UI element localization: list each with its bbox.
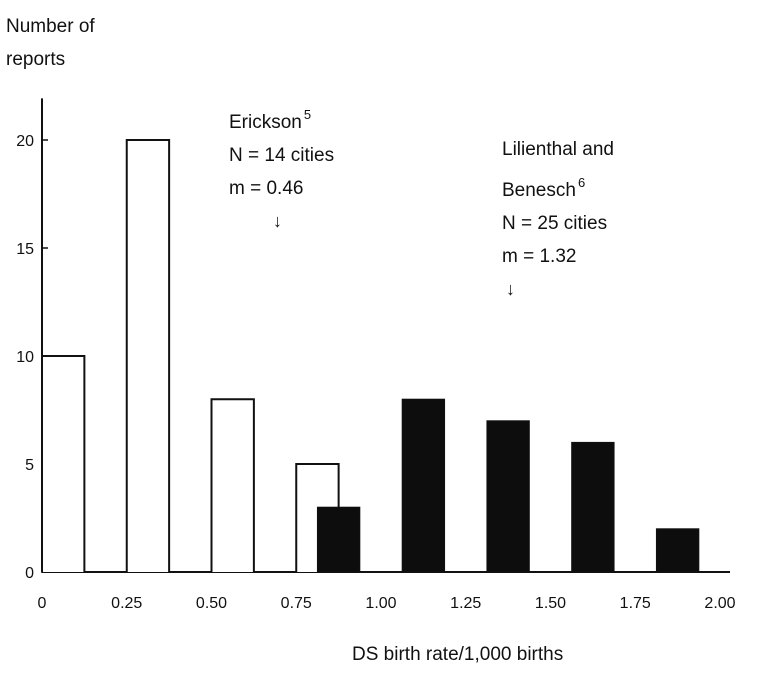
y-tick-label-2: 10 [16, 349, 34, 366]
lilienthal-and-benesch-bar-4 [655, 528, 700, 573]
erickson-bar-0 [41, 355, 86, 572]
lilienthal-and-benesch-bar-1 [401, 398, 446, 573]
x-tick-label-1: 0.25 [111, 595, 142, 612]
lilienthal-n: N = 25 cities [502, 213, 608, 234]
lilienthal-m: m = 1.32 [502, 246, 577, 267]
x-tick-label-3: 0.75 [281, 595, 312, 612]
lilienthal-and-benesch-bar-0 [316, 506, 361, 573]
y-axis-label-line2: reports [6, 49, 66, 70]
y-tick-label-3: 15 [16, 241, 34, 258]
x-tick-label-4: 1.00 [365, 595, 396, 612]
lilienthal-author-line1: Lilienthal and [502, 139, 614, 160]
lilienthal-down-arrow-icon: ↓ [506, 279, 515, 299]
erickson-bar-2 [210, 398, 255, 572]
lilienthal-and-benesch-bar-2 [486, 420, 530, 573]
x-tick-label-2: 0.50 [196, 595, 227, 612]
erickson-bar-1 [125, 139, 171, 572]
y-tick-label-1: 5 [25, 457, 34, 474]
y-tick-label-4: 20 [16, 133, 34, 150]
y-axis-label: Number of reports [6, 10, 95, 76]
lilienthal-ref: 6 [577, 175, 586, 190]
y-axis-label-line1: Number of [6, 16, 95, 37]
x-tick-label-0: 0 [38, 595, 47, 612]
lilienthal-and-benesch-bar-3 [571, 441, 615, 573]
erickson-ref: 5 [303, 107, 312, 122]
erickson-m: m = 0.46 [229, 178, 304, 199]
y-tick-label-0: 0 [25, 565, 34, 582]
erickson-n: N = 14 cities [229, 145, 335, 166]
lilienthal-author-line2: Benesch [502, 180, 576, 201]
erickson-annotation: Erickson 5 N = 14 cities m = 0.46 ↓ [229, 98, 334, 238]
x-tick-label-8: 2.00 [704, 595, 735, 612]
x-axis-label: DS birth rate/1,000 births [352, 644, 564, 665]
x-tick-label-6: 1.50 [535, 595, 566, 612]
x-tick-label-7: 1.75 [620, 595, 651, 612]
erickson-author: Erickson [229, 112, 302, 133]
x-tick-label-5: 1.25 [450, 595, 481, 612]
erickson-down-arrow-icon: ↓ [273, 211, 282, 231]
lilienthal-annotation: Lilienthal and Benesch 6 N = 25 cities m … [502, 133, 614, 306]
